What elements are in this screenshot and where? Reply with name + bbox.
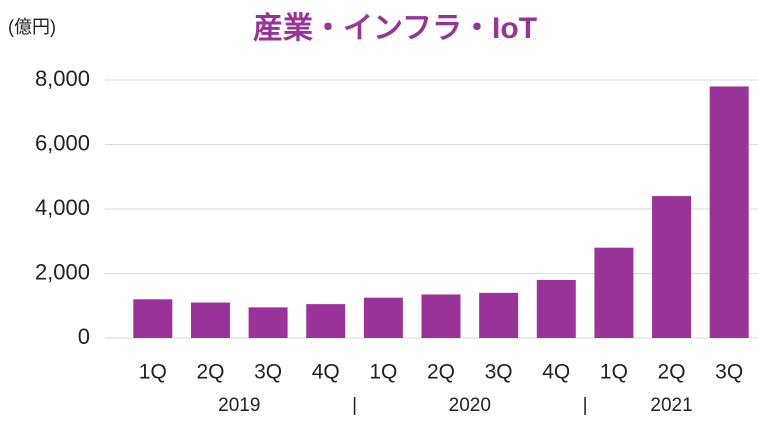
bar (363, 297, 403, 338)
chart-title: 産業・インフラ・IoT (253, 12, 537, 45)
bar (306, 304, 346, 338)
bar (652, 196, 692, 338)
y-tick-label: 6,000 (35, 130, 90, 155)
bar (594, 247, 634, 338)
group-separator: | (583, 395, 588, 416)
x-tick-label: 2Q (196, 361, 224, 384)
bar (479, 292, 519, 338)
y-tick-label: 4,000 (35, 195, 90, 220)
bar (421, 294, 461, 338)
x-tick-label: 3Q (715, 361, 743, 384)
x-tick-label: 4Q (542, 361, 570, 384)
x-tick-label: 3Q (254, 361, 282, 384)
x-group-label: 2019 (218, 395, 260, 416)
x-tick-label: 2Q (658, 361, 686, 384)
x-group-label: 2020 (449, 395, 491, 416)
y-tick-label: 2,000 (35, 259, 90, 284)
x-tick-label: 4Q (312, 361, 340, 384)
x-group-label: 2021 (650, 395, 692, 416)
y-tick-label: 8,000 (35, 66, 90, 91)
bar (133, 299, 173, 338)
bar (709, 86, 749, 338)
x-tick-label: 2Q (427, 361, 455, 384)
y-unit: (億円) (8, 17, 56, 37)
x-tick-label: 1Q (139, 361, 167, 384)
x-tick-label: 1Q (600, 361, 628, 384)
bar (248, 307, 288, 338)
bar (536, 279, 576, 338)
bar (190, 302, 230, 338)
x-tick-label: 3Q (485, 361, 513, 384)
group-separator: | (352, 395, 357, 416)
y-tick-label: 0 (78, 324, 90, 349)
x-tick-label: 1Q (369, 361, 397, 384)
